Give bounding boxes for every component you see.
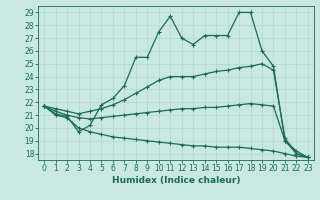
X-axis label: Humidex (Indice chaleur): Humidex (Indice chaleur) [112, 176, 240, 185]
